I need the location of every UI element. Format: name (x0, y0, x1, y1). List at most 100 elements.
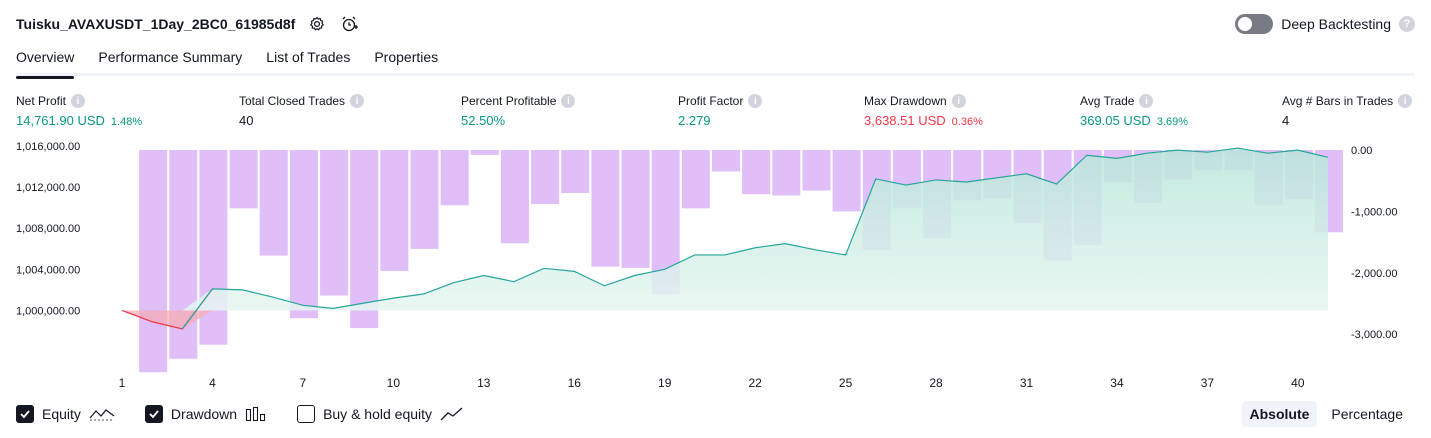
help-icon[interactable]: ? (1399, 16, 1415, 32)
legend-drawdown[interactable]: Drawdown (144, 405, 267, 423)
metric-value: 40 (239, 113, 254, 128)
x-tick-label: 22 (748, 376, 762, 390)
absolute-button[interactable]: Absolute (1241, 401, 1318, 427)
drawdown-bar (681, 150, 710, 209)
metric-value: 2.279 (678, 113, 711, 128)
equity-checkbox[interactable] (16, 405, 34, 423)
x-tick-label: 13 (477, 376, 491, 390)
y-left-tick-label: 1,008,000.00 (16, 223, 80, 235)
equity-line (181, 147, 1329, 330)
legend-label: Equity (42, 406, 81, 422)
x-tick-label: 4 (209, 376, 216, 390)
x-tick-label: 25 (839, 376, 853, 390)
drawdown-bar (380, 150, 409, 271)
legend-label: Buy & hold equity (323, 406, 433, 422)
metric-label: Avg Trade (1080, 94, 1135, 108)
y-right-tick-label: 0.00 (1351, 145, 1372, 157)
y-left-tick-label: 1,012,000.00 (16, 182, 80, 194)
x-tick-label: 16 (568, 376, 582, 390)
y-right-tick-label: -1,000.00 (1351, 206, 1397, 218)
metric-avg-trade: Avg Trade i 369.05 USD 3.69% (1080, 93, 1188, 129)
metric-percent: 3.69% (1156, 116, 1189, 128)
y-left-tick-label: 1,004,000.00 (16, 264, 80, 276)
info-icon[interactable]: i (1398, 94, 1413, 108)
x-tick-label: 34 (1110, 376, 1124, 390)
info-icon[interactable]: i (350, 94, 365, 108)
info-icon[interactable]: i (561, 94, 576, 108)
drawdown-bar (500, 150, 529, 244)
metric-label: Avg # Bars in Trades (1282, 94, 1394, 108)
settings-icon[interactable] (307, 14, 327, 34)
tab-list-of-trades[interactable]: List of Trades (266, 49, 351, 65)
drawdown-bar (802, 150, 831, 191)
drawdown-bar (139, 150, 168, 373)
metric-label: Total Closed Trades (239, 94, 346, 108)
deep-backtesting-label: Deep Backtesting (1281, 16, 1391, 32)
legend-buy-hold-equity[interactable]: Buy & hold equity (297, 405, 464, 423)
metric-percent-profitable: Percent Profitable i 52.50% (461, 93, 576, 129)
x-tick-label: 40 (1291, 376, 1305, 390)
equity-drawdown-chart[interactable]: 1,016,000.00 1,012,000.00 1,008,000.00 1,00… (0, 136, 1431, 392)
metric-percent: 1.48% (110, 116, 143, 128)
strategy-header: Tuisku_AVAXUSDT_1Day_2BC0_61985d8f (16, 12, 359, 36)
add-alert-icon[interactable] (339, 14, 359, 34)
drawdown-bar (410, 150, 439, 249)
info-icon[interactable]: i (951, 94, 966, 108)
chart-axes: 1,016,000.00 1,012,000.00 1,008,000.00 1,00… (16, 141, 1397, 390)
y-right-tick-label: -3,000.00 (1351, 329, 1397, 341)
drawdown-bar (470, 150, 499, 155)
metric-avg-bars-in-trades: Avg # Bars in Trades i 4 (1282, 93, 1413, 129)
scale-mode-switch: Absolute Percentage (1241, 401, 1412, 427)
legend-equity[interactable]: Equity (16, 405, 115, 423)
report-tabs: Overview Performance Summary List of Tra… (16, 44, 1415, 79)
metric-label: Max Drawdown (864, 94, 947, 108)
metric-label: Profit Factor (678, 94, 744, 108)
metric-label: Percent Profitable (461, 94, 557, 108)
drawdown-bar (772, 150, 801, 196)
info-icon[interactable]: i (1139, 94, 1154, 108)
y-right-tick-label: -2,000.00 (1351, 268, 1397, 280)
deep-backtesting-control: Deep Backtesting ? (1235, 12, 1415, 36)
drawdown-bar (591, 150, 620, 267)
metric-max-drawdown: Max Drawdown i 3,638.51 USD 0.36% (864, 93, 983, 129)
percentage-button[interactable]: Percentage (1331, 406, 1403, 422)
chart-legend: Equity Drawdown Buy & hold equity (16, 404, 494, 424)
drawdown-bar (832, 150, 861, 212)
x-tick-label: 31 (1020, 376, 1034, 390)
x-tick-label: 1 (119, 376, 126, 390)
deep-backtesting-toggle[interactable] (1235, 14, 1274, 34)
drawdown-bar (621, 150, 650, 268)
trend-line-icon (440, 407, 463, 421)
y-left-tick-label: 1,016,000.00 (16, 141, 80, 153)
y-left-tick-label: 1,000,000.00 (16, 305, 80, 317)
info-icon[interactable]: i (748, 94, 763, 108)
info-icon[interactable]: i (71, 94, 86, 108)
drawdown-bar (289, 150, 318, 319)
metric-percent: 0.36% (951, 116, 983, 128)
tab-properties[interactable]: Properties (374, 49, 439, 65)
x-tick-label: 28 (929, 376, 943, 390)
buy-hold-checkbox[interactable] (297, 405, 316, 423)
strategy-title: Tuisku_AVAXUSDT_1Day_2BC0_61985d8f (16, 16, 296, 32)
drawdown-bar (440, 150, 469, 206)
drawdown-bars-icon (246, 406, 266, 422)
metric-net-profit: Net Profit i 14,761.90 USD 1.48% (16, 93, 142, 129)
metric-value: 4 (1282, 113, 1290, 128)
tab-overview[interactable]: Overview (16, 44, 75, 79)
drawdown-bar (742, 150, 771, 195)
drawdown-bar (320, 150, 349, 296)
x-tick-label: 10 (387, 376, 401, 390)
x-tick-label: 7 (300, 376, 307, 390)
equity-line-icon (89, 409, 115, 421)
equity-fill (122, 148, 1328, 311)
metric-profit-factor: Profit Factor i 2.279 (678, 93, 763, 129)
metric-value: 3,638.51 USD (864, 113, 946, 128)
drawdown-checkbox[interactable] (144, 405, 163, 423)
metric-value: 14,761.90 USD (16, 113, 105, 128)
metric-label: Net Profit (16, 94, 67, 108)
tab-performance-summary[interactable]: Performance Summary (98, 49, 243, 65)
metric-value: 52.50% (461, 113, 506, 128)
drawdown-bar (531, 150, 560, 205)
drawdown-bar (712, 150, 740, 172)
equity-loss-fill (122, 310, 213, 329)
